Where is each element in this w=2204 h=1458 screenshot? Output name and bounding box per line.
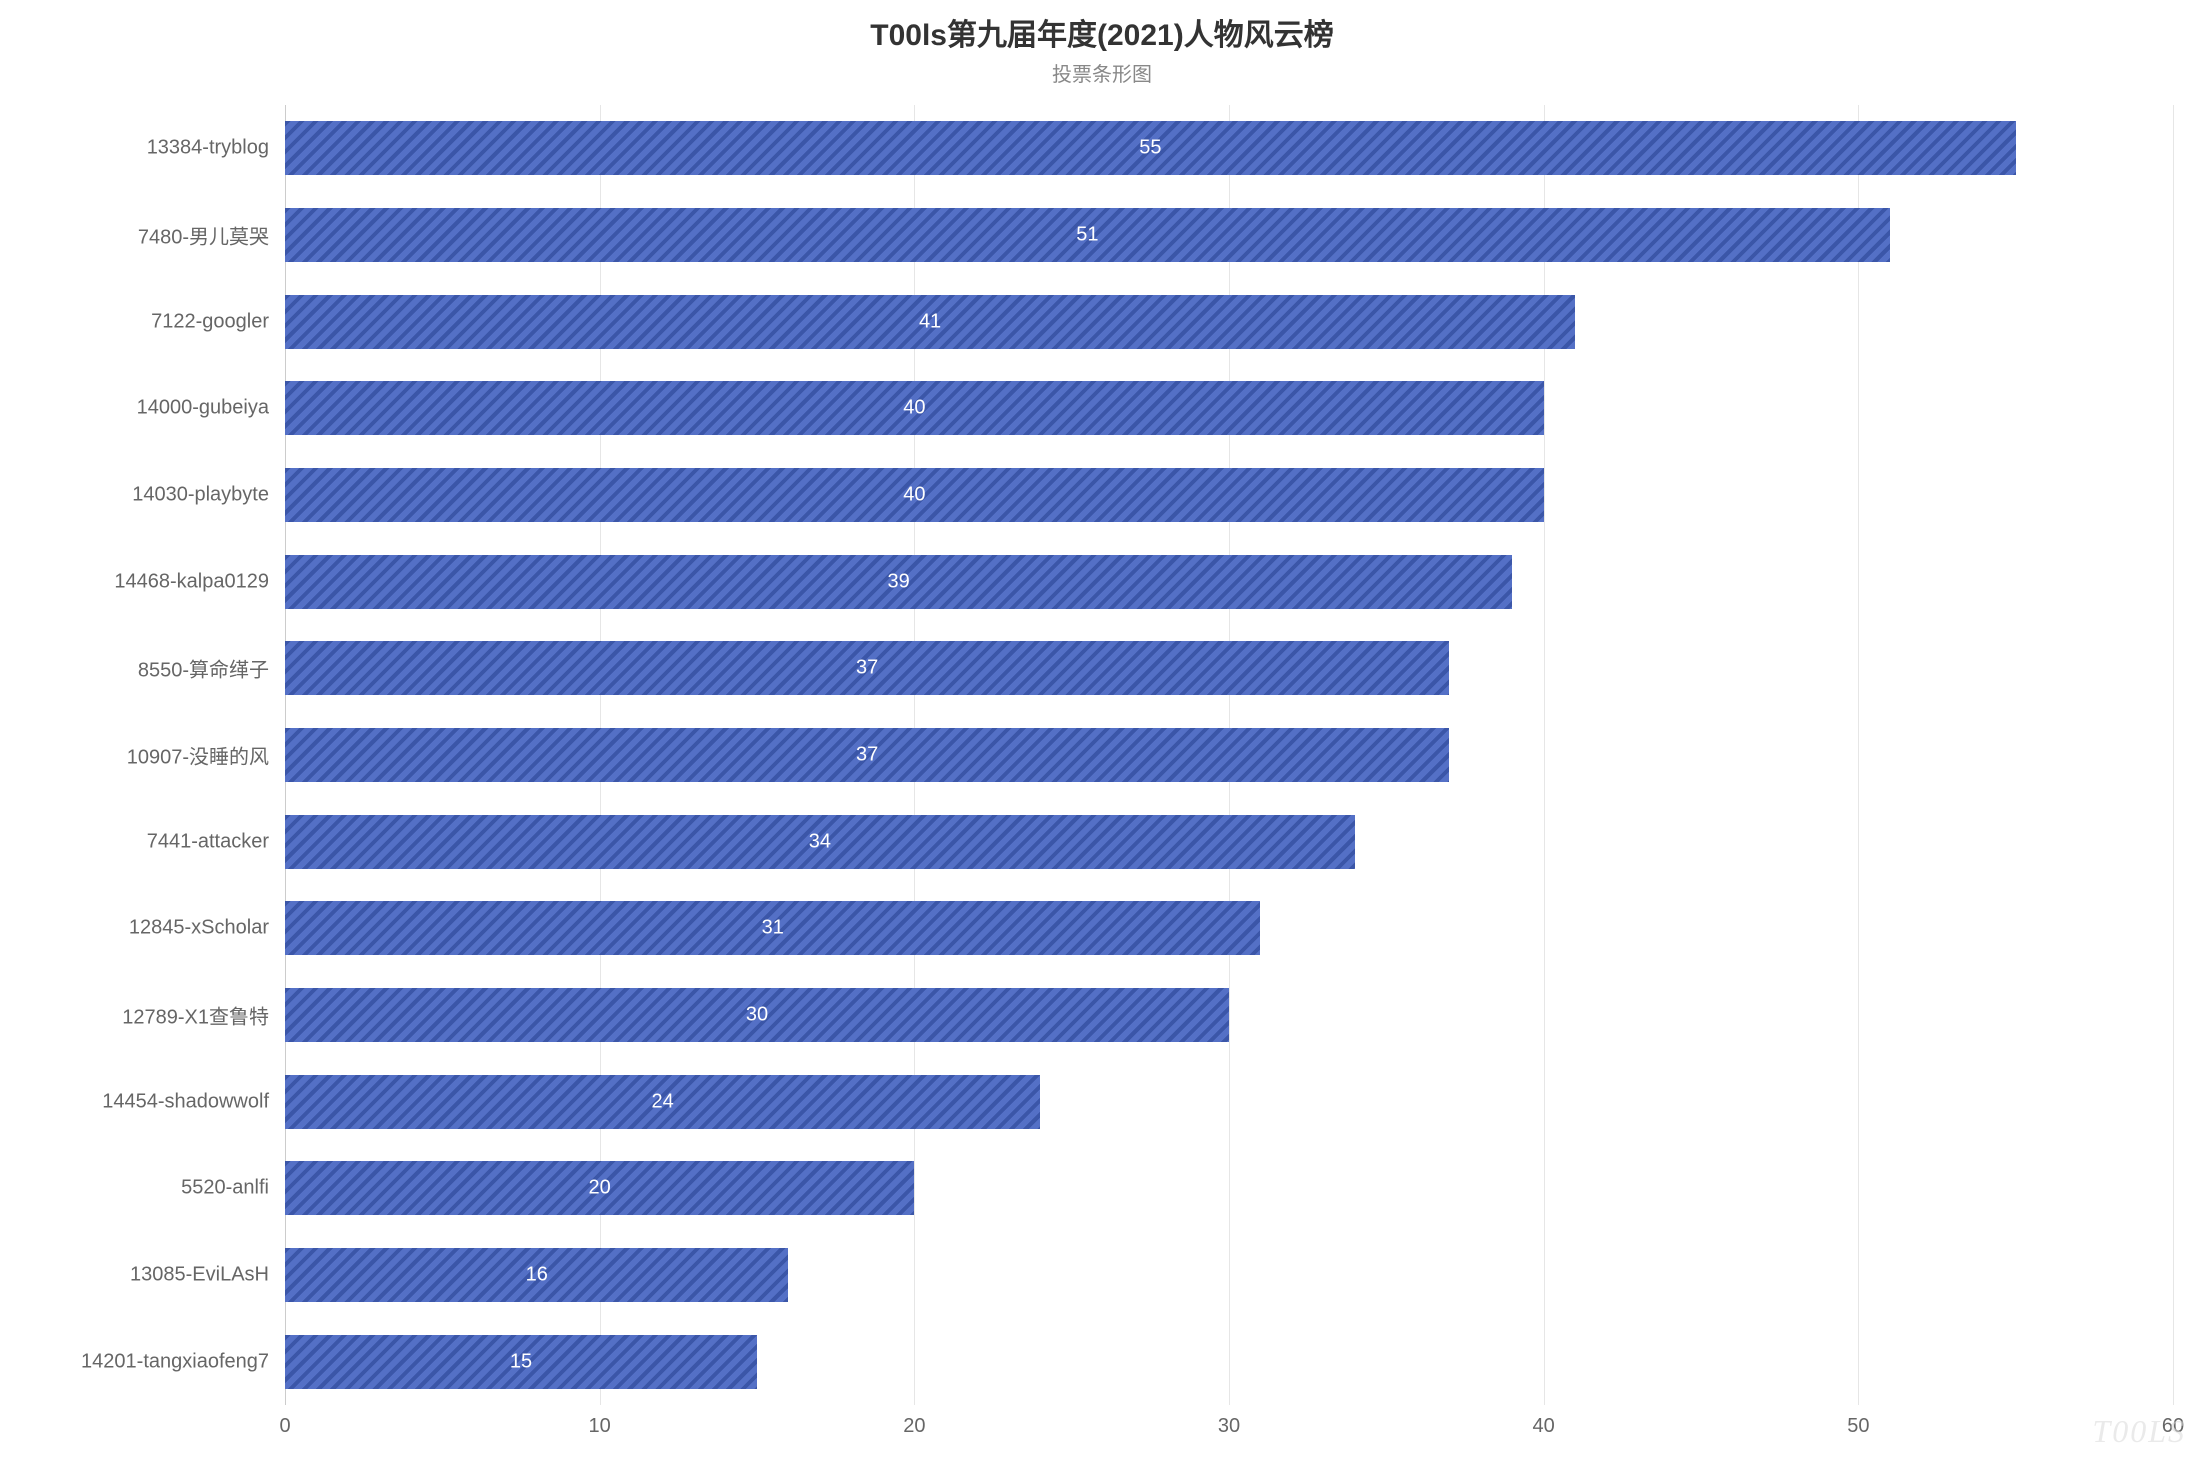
y-tick-label: 12789-X1查鲁特 <box>9 1001 269 1030</box>
bar-value-label: 55 <box>1139 137 1161 160</box>
x-tick-label: 10 <box>589 1415 611 1438</box>
gridline <box>1858 105 1859 1405</box>
y-tick-label: 5520-anlfi <box>9 1177 269 1200</box>
y-tick-label: 14201-tangxiaofeng7 <box>9 1350 269 1373</box>
bar-value-label: 40 <box>903 397 925 420</box>
bar-value-label: 30 <box>746 1004 768 1027</box>
x-tick-label: 20 <box>903 1415 925 1438</box>
chart-title: T00ls第九届年度(2021)人物风云榜 <box>0 10 2204 54</box>
bar-value-label: 51 <box>1076 224 1098 247</box>
y-tick-label: 7441-attacker <box>9 830 269 853</box>
y-tick-label: 12845-xScholar <box>9 917 269 940</box>
watermark: T00LS <box>2092 1413 2186 1450</box>
bar-value-label: 24 <box>651 1090 673 1113</box>
y-tick-label: 7122-googler <box>9 310 269 333</box>
bar-value-label: 34 <box>809 830 831 853</box>
y-tick-label: 14454-shadowwolf <box>9 1090 269 1113</box>
y-tick-label: 8550-算命缂子 <box>9 654 269 683</box>
y-tick-label: 13384-tryblog <box>9 137 269 160</box>
chart-container: T00ls第九届年度(2021)人物风云榜 投票条形图 010203040506… <box>0 0 2204 1458</box>
gridline <box>2173 105 2174 1405</box>
x-tick-label: 50 <box>1847 1415 1869 1438</box>
y-tick-label: 14468-kalpa0129 <box>9 570 269 593</box>
y-tick-label: 13085-EviLAsH <box>9 1264 269 1287</box>
x-tick-label: 40 <box>1533 1415 1555 1438</box>
bar-value-label: 31 <box>762 917 784 940</box>
bar-value-label: 37 <box>856 744 878 767</box>
chart-subtitle: 投票条形图 <box>0 58 2204 87</box>
x-tick-label: 0 <box>279 1415 290 1438</box>
bar-value-label: 37 <box>856 657 878 680</box>
bar-value-label: 20 <box>589 1177 611 1200</box>
y-tick-label: 10907-没睡的风 <box>9 741 269 770</box>
bar-value-label: 39 <box>887 570 909 593</box>
y-tick-label: 14000-gubeiya <box>9 397 269 420</box>
bar-value-label: 40 <box>903 484 925 507</box>
bar-value-label: 16 <box>526 1264 548 1287</box>
bar-value-label: 15 <box>510 1350 532 1373</box>
bar-value-label: 41 <box>919 310 941 333</box>
x-tick-label: 30 <box>1218 1415 1240 1438</box>
plot-area: 010203040506013384-tryblog557480-男儿莫哭517… <box>285 105 2173 1405</box>
y-tick-label: 7480-男儿莫哭 <box>9 221 269 250</box>
y-tick-label: 14030-playbyte <box>9 484 269 507</box>
